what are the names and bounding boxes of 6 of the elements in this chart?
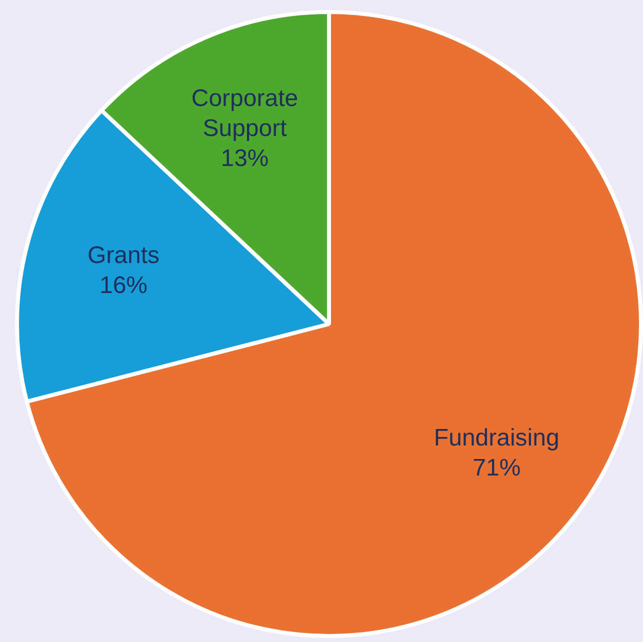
slice-label: Grants [87,242,160,269]
data-label: 13% [220,144,269,172]
slice-label: Fundraising [434,424,560,452]
data-label: 16% [99,272,148,299]
data-label: 71% [472,454,521,482]
slice-label: Corporate Support [191,84,298,142]
